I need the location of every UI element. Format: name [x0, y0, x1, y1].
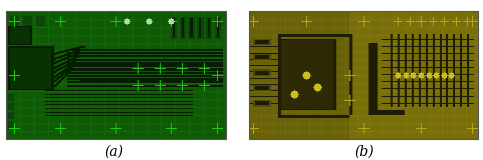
Text: (b): (b)	[355, 145, 374, 159]
Bar	[6, 11, 226, 139]
Bar	[249, 11, 478, 139]
Text: (a): (a)	[104, 145, 123, 159]
